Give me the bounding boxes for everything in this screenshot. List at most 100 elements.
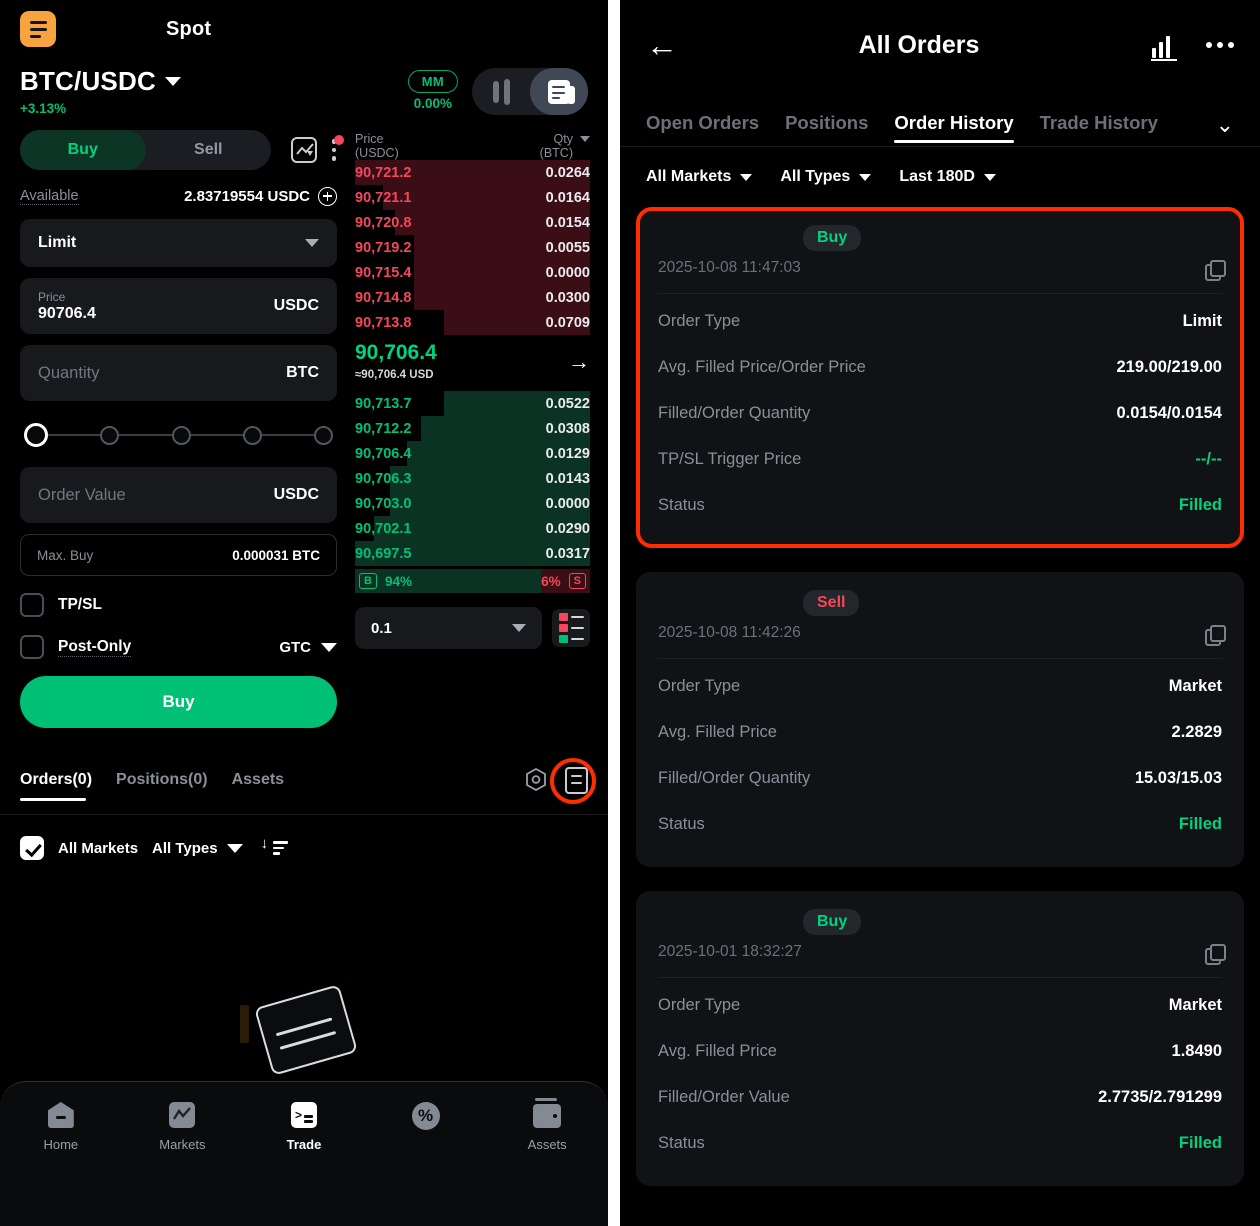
orderbook-layout-button[interactable] [552, 609, 590, 647]
order-form-view-button[interactable] [530, 68, 588, 115]
price-input[interactable]: Price 90706.4 USDC [20, 278, 337, 334]
slider-step-75[interactable] [242, 425, 262, 445]
orderbook-row[interactable]: 90,706.4 0.0129 [355, 441, 590, 466]
orderbook-row[interactable]: 90,713.8 0.0709 [355, 310, 590, 335]
add-funds-icon[interactable] [318, 186, 337, 206]
all-markets-checkbox[interactable] [20, 836, 44, 860]
buy-sell-toggle[interactable]: Buy Sell [20, 130, 271, 170]
order-card[interactable]: Buy 2025-10-08 11:47:03 Order Type Limit Avg… [636, 207, 1244, 548]
order-detail-value: 1.8490 [1171, 1041, 1222, 1060]
tab-buy[interactable]: Buy [20, 130, 146, 170]
order-detail-label: Filled/Order Value [658, 1087, 790, 1106]
order-form: Buy Sell Available 2. [0, 120, 355, 728]
slider-handle[interactable] [24, 423, 48, 447]
orderbook-row[interactable]: 90,721.1 0.0164 [355, 185, 590, 210]
order-value-input[interactable]: Order Value USDC [20, 467, 337, 523]
chart-icon[interactable] [291, 137, 317, 163]
tab-assets[interactable]: Assets [231, 771, 285, 788]
tif-value: GTC [279, 638, 311, 656]
orderbook-price: 90,715.4 [355, 264, 412, 281]
filter-last-180d[interactable]: Last 180D [899, 168, 996, 186]
orderbook-row[interactable]: 90,719.2 0.0055 [355, 235, 590, 260]
bar-chart-icon[interactable] [1151, 32, 1180, 61]
ratio-sell-value: 6% [541, 573, 561, 589]
nav-item-trade[interactable]: > Trade [243, 1102, 365, 1152]
view-toggle[interactable] [472, 68, 588, 115]
tif-select[interactable]: GTC [279, 639, 337, 656]
slider-step-100[interactable] [314, 425, 333, 445]
back-arrow-icon[interactable]: ← [646, 27, 678, 63]
chevron-down-icon[interactable] [580, 136, 590, 142]
order-list-icon[interactable] [565, 766, 588, 794]
tab-trade-history[interactable]: Trade History [1039, 112, 1158, 133]
slider-track [48, 434, 101, 436]
copy-icon[interactable] [1205, 943, 1226, 965]
panel-separator [608, 0, 620, 1226]
order-detail-row: Filled/Order Quantity 15.03/15.03 [658, 755, 1222, 801]
home-icon [47, 1102, 74, 1128]
nav-item-home[interactable]: Home [0, 1102, 122, 1152]
buy-sell-ratio: B 94% 6% S [355, 569, 590, 593]
all-markets-label[interactable]: All Markets [58, 839, 139, 857]
pair-selector[interactable]: BTC/USDC +3.13% [20, 66, 181, 116]
orderbook-row[interactable]: 90,712.2 0.0308 [355, 416, 590, 441]
orderbook-row[interactable]: 90,714.8 0.0300 [355, 285, 590, 310]
hamburger-menu-icon[interactable] [20, 11, 56, 47]
orderbook-row[interactable]: 90,720.8 0.0154 [355, 210, 590, 235]
orderbook-row[interactable]: 90,703.0 0.0000 [355, 491, 590, 516]
slider-step-50[interactable] [171, 425, 191, 445]
copy-icon[interactable] [1205, 624, 1226, 646]
order-type-select[interactable]: Limit [20, 219, 337, 267]
price-label: Price [38, 289, 66, 304]
available-label: Available [20, 187, 79, 205]
mid-price-row[interactable]: 90,706.4 ≈90,706.4 USD → [355, 335, 590, 391]
orderbook-row[interactable]: 90,697.5 0.0317 [355, 541, 590, 566]
amount-slider[interactable] [20, 423, 337, 447]
quantity-input[interactable]: Quantity BTC [20, 345, 337, 401]
slider-step-25[interactable] [100, 425, 120, 445]
all-types-filter[interactable]: All Types [152, 840, 243, 857]
filter-all-types[interactable]: All Types [780, 168, 872, 186]
nav-item-markets[interactable]: Markets [122, 1102, 244, 1152]
orderbook-row[interactable]: 90,713.7 0.0522 [355, 391, 590, 416]
tab-positions[interactable]: Positions(0) [116, 771, 208, 788]
sort-icon[interactable] [261, 835, 288, 855]
price-value: 90706.4 [38, 304, 96, 322]
candlestick-view-button[interactable] [472, 68, 530, 115]
orderbook-qty: 0.0522 [545, 395, 590, 412]
orderbook-row[interactable]: 90,702.1 0.0290 [355, 516, 590, 541]
order-side-badge: Buy [803, 225, 862, 251]
nav-item-label: Markets [159, 1137, 206, 1152]
chevron-down-icon[interactable]: ⌄ [1215, 112, 1234, 137]
order-detail-row: Status Filled [658, 1120, 1222, 1166]
orderbook-row[interactable]: 90,721.2 0.0264 [355, 160, 590, 185]
max-buy-label: Max. Buy [37, 547, 94, 563]
order-card[interactable]: Buy 2025-10-01 18:32:27 Order Type Market Av… [636, 891, 1244, 1186]
tab-sell[interactable]: Sell [194, 141, 223, 158]
order-detail-row: Filled/Order Value 2.7735/2.791299 [658, 1074, 1222, 1120]
nav-item-percent-icon[interactable]: % [365, 1102, 487, 1139]
post-only-row[interactable]: Post-Only GTC [20, 634, 337, 660]
more-options-icon[interactable] [331, 135, 344, 163]
orderbook-row[interactable]: 90,706.3 0.0143 [355, 466, 590, 491]
max-buy-value: 0.000031 BTC [232, 547, 320, 563]
filter-all-markets[interactable]: All Markets [646, 168, 753, 186]
arrow-right-icon[interactable]: → [568, 349, 590, 374]
post-only-checkbox[interactable] [20, 635, 44, 659]
orderbook-qty: 0.0129 [545, 445, 590, 462]
tpsl-checkbox[interactable] [20, 593, 44, 617]
side-row: Buy Sell [20, 130, 344, 170]
tab-positions[interactable]: Positions [785, 112, 869, 133]
copy-icon[interactable] [1205, 259, 1226, 281]
tab-open-orders[interactable]: Open Orders [646, 112, 760, 133]
nav-item-assets[interactable]: Assets [486, 1098, 608, 1152]
tick-size-select[interactable]: 0.1 [355, 607, 542, 649]
submit-buy-button[interactable]: Buy [20, 676, 337, 728]
tab-order-history[interactable]: Order History [894, 112, 1014, 146]
order-card[interactable]: Sell 2025-10-08 11:42:26 Order Type Market A… [636, 572, 1244, 867]
tpsl-row[interactable]: TP/SL [20, 592, 337, 618]
orderbook-row[interactable]: 90,715.4 0.0000 [355, 260, 590, 285]
tab-orders[interactable]: Orders(0) [20, 771, 93, 801]
hex-settings-icon[interactable] [523, 767, 549, 793]
more-dots-icon[interactable] [1206, 42, 1234, 48]
